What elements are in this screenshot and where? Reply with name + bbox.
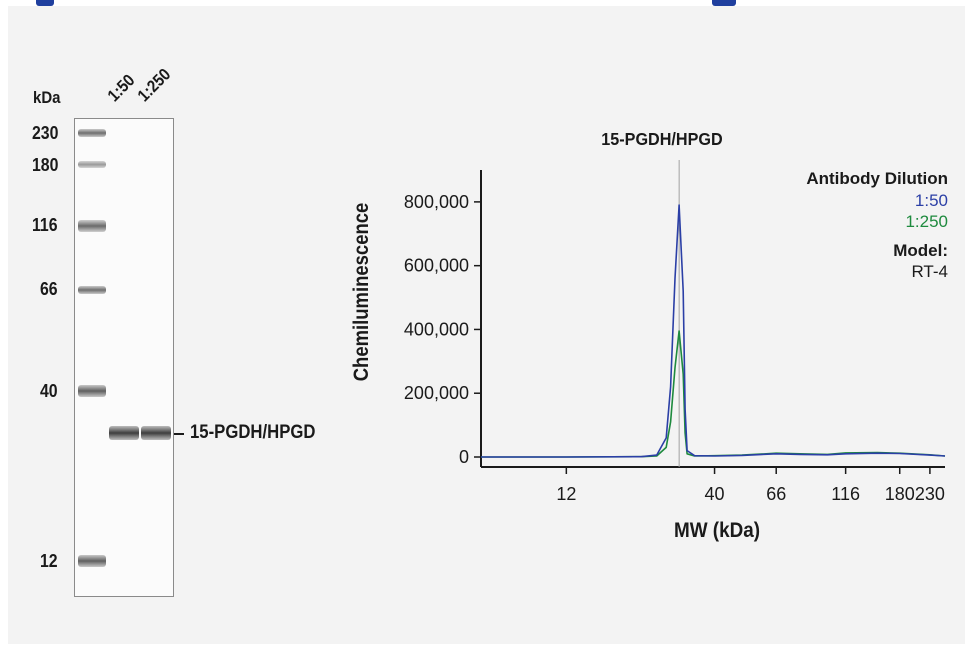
legend: Antibody Dilution 1:50 1:250 Model: RT-4 [806, 169, 948, 281]
x-tick-label: 180 [885, 484, 915, 504]
x-tick-label: 12 [556, 484, 576, 504]
x-tick-label: 66 [766, 484, 786, 504]
ladder-label-12: 12 [40, 551, 58, 571]
ladder-label-230: 230 [32, 123, 59, 143]
series-line-1-250 [481, 330, 946, 458]
x-tick-label: 40 [705, 484, 725, 504]
blot-image [74, 118, 174, 597]
ladder-label-40: 40 [40, 381, 58, 401]
y-tick-label: 0 [459, 447, 469, 467]
series-line-1-50 [481, 204, 946, 458]
header-title-fragment [36, 0, 54, 6]
y-axis-label: Chemiluminescence [350, 203, 373, 382]
y-tick-label: 600,000 [404, 256, 469, 276]
ladder-band-66 [78, 286, 106, 294]
legend-model-title: Model: [893, 241, 948, 260]
x-tick-label: 116 [831, 484, 860, 504]
sample-band-1-50 [109, 426, 139, 440]
chart-title: 15-PGDH/HPGD [601, 129, 722, 149]
ladder-label-116: 116 [32, 215, 58, 235]
ladder-band-230 [78, 129, 106, 137]
band-pointer-line [174, 433, 184, 435]
band-label: 15-PGDH/HPGD [190, 422, 316, 443]
ladder-band-180 [78, 161, 106, 168]
y-tick-label: 800,000 [404, 192, 469, 212]
legend-model-value: RT-4 [911, 262, 948, 281]
ladder-band-40 [78, 385, 106, 397]
sample-band-1-250 [141, 426, 171, 440]
ladder-band-12 [78, 555, 106, 567]
kda-label: kDa [33, 88, 61, 107]
legend-entry-1-50: 1:50 [915, 191, 948, 210]
ladder-label-180: 180 [32, 155, 59, 175]
ladder-band-116 [78, 220, 106, 232]
legend-title: Antibody Dilution [806, 169, 948, 188]
header-title-fragment [712, 0, 736, 6]
ladder-label-66: 66 [40, 279, 58, 299]
x-axis-label: MW (kDa) [674, 519, 760, 542]
y-tick-label: 400,000 [404, 319, 469, 339]
legend-entry-1-250: 1:250 [905, 212, 948, 231]
cropped-header-title [0, 0, 967, 6]
x-tick-label: 230 [915, 484, 945, 504]
y-tick-label: 200,000 [404, 383, 469, 403]
